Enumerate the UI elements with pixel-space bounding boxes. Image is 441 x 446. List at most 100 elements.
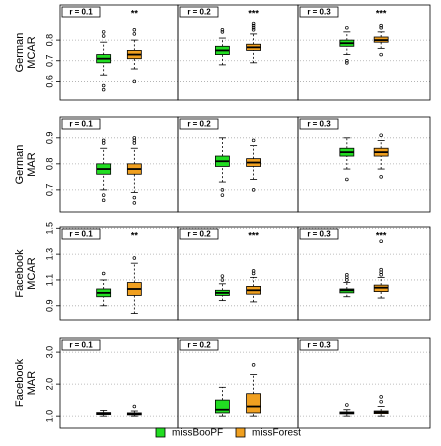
column-label-box <box>179 339 219 351</box>
column-label: r = 0.2 <box>187 8 211 17</box>
outlier <box>345 177 349 182</box>
y-tick-label: 0.7 <box>44 55 54 68</box>
outlier <box>132 201 137 205</box>
outlier <box>101 83 106 88</box>
significance: *** <box>248 230 259 240</box>
panel-border <box>297 337 431 429</box>
column-label-box <box>299 339 339 351</box>
outlier <box>101 271 106 276</box>
column-label: r = 0.1 <box>69 230 93 239</box>
outlier <box>101 198 106 203</box>
significance: ** <box>131 230 139 240</box>
y-tick-label: 0.7 <box>44 184 54 197</box>
panel-border <box>59 116 179 213</box>
y-tick-label: 0.9 <box>44 300 54 313</box>
outlier <box>379 23 383 28</box>
outlier <box>379 52 383 57</box>
column-label: r = 0.1 <box>69 341 93 350</box>
outlier <box>251 188 256 192</box>
panel-border <box>59 226 179 321</box>
column-label-box <box>179 6 219 18</box>
outlier <box>132 28 137 32</box>
column-label-box <box>299 118 339 130</box>
significance: ** <box>131 8 139 18</box>
panel-border <box>59 4 179 101</box>
box <box>214 399 230 414</box>
outlier <box>220 30 225 34</box>
outlier <box>379 399 383 404</box>
legend-label: missForest <box>252 428 301 439</box>
row-label: Facebook <box>14 358 26 407</box>
outlier <box>379 133 383 137</box>
outlier <box>101 138 106 143</box>
y-tick-label: 3.0 <box>44 346 54 359</box>
outlier <box>132 136 137 140</box>
outlier <box>132 256 137 260</box>
y-tick-label: 0.6 <box>44 75 54 88</box>
outlier <box>251 25 256 30</box>
outlier <box>379 239 383 243</box>
column-label: r = 0.1 <box>69 8 93 17</box>
outlier <box>132 195 137 200</box>
column-label: r = 0.2 <box>187 120 211 129</box>
row-label: German <box>14 33 26 73</box>
y-tick-label: 1.5 <box>44 222 54 235</box>
outlier <box>220 274 225 278</box>
panel-border <box>177 4 299 101</box>
outlier <box>220 278 225 282</box>
outlier <box>101 87 106 92</box>
row-label: MCAR <box>26 36 38 68</box>
outlier <box>132 404 137 409</box>
outlier <box>345 59 349 63</box>
column-label: r = 0.3 <box>307 120 331 129</box>
significance: *** <box>376 230 387 240</box>
outlier <box>251 363 256 367</box>
panel-border <box>297 116 431 213</box>
outlier <box>251 269 256 273</box>
significance: *** <box>376 8 387 18</box>
column-label-box <box>299 6 339 18</box>
panel-border <box>177 116 299 213</box>
outlier <box>251 21 256 26</box>
legend-label: missBooPF <box>172 428 223 439</box>
y-tick-label: 1.1 <box>44 274 54 287</box>
column-label-box <box>299 228 339 240</box>
column-label-box <box>61 228 101 240</box>
outlier <box>379 267 383 272</box>
row-label: MAR <box>26 152 38 177</box>
column-label: r = 0.2 <box>187 341 211 350</box>
outlier <box>101 34 106 38</box>
row-label: Facebook <box>14 249 26 298</box>
outlier <box>251 138 256 143</box>
column-label-box <box>61 339 101 351</box>
column-label: r = 0.3 <box>307 341 331 350</box>
y-tick-label: 0.8 <box>44 158 54 171</box>
outlier <box>101 30 106 34</box>
outlier <box>345 25 349 30</box>
panel-border <box>297 4 431 101</box>
column-label: r = 0.3 <box>307 8 331 17</box>
significance: *** <box>248 8 259 18</box>
outlier <box>251 23 256 28</box>
column-label-box <box>61 118 101 130</box>
outlier <box>379 175 383 179</box>
outlier <box>220 188 225 192</box>
outlier <box>345 273 349 277</box>
outlier <box>132 32 137 36</box>
column-label-box <box>179 228 219 240</box>
outlier <box>379 395 383 399</box>
legend-swatch <box>155 427 166 438</box>
box <box>246 393 262 414</box>
y-tick-label: 1.3 <box>44 248 54 261</box>
outlier <box>132 79 137 84</box>
column-label: r = 0.3 <box>307 230 331 239</box>
y-tick-label: 0.9 <box>44 132 54 145</box>
outlier <box>220 193 225 197</box>
column-label-box <box>179 118 219 130</box>
panel-border <box>297 226 431 321</box>
panel-border <box>177 337 299 429</box>
column-label: r = 0.2 <box>187 230 211 239</box>
y-tick-label: 2.0 <box>44 378 54 391</box>
row-label: MAR <box>26 371 38 396</box>
